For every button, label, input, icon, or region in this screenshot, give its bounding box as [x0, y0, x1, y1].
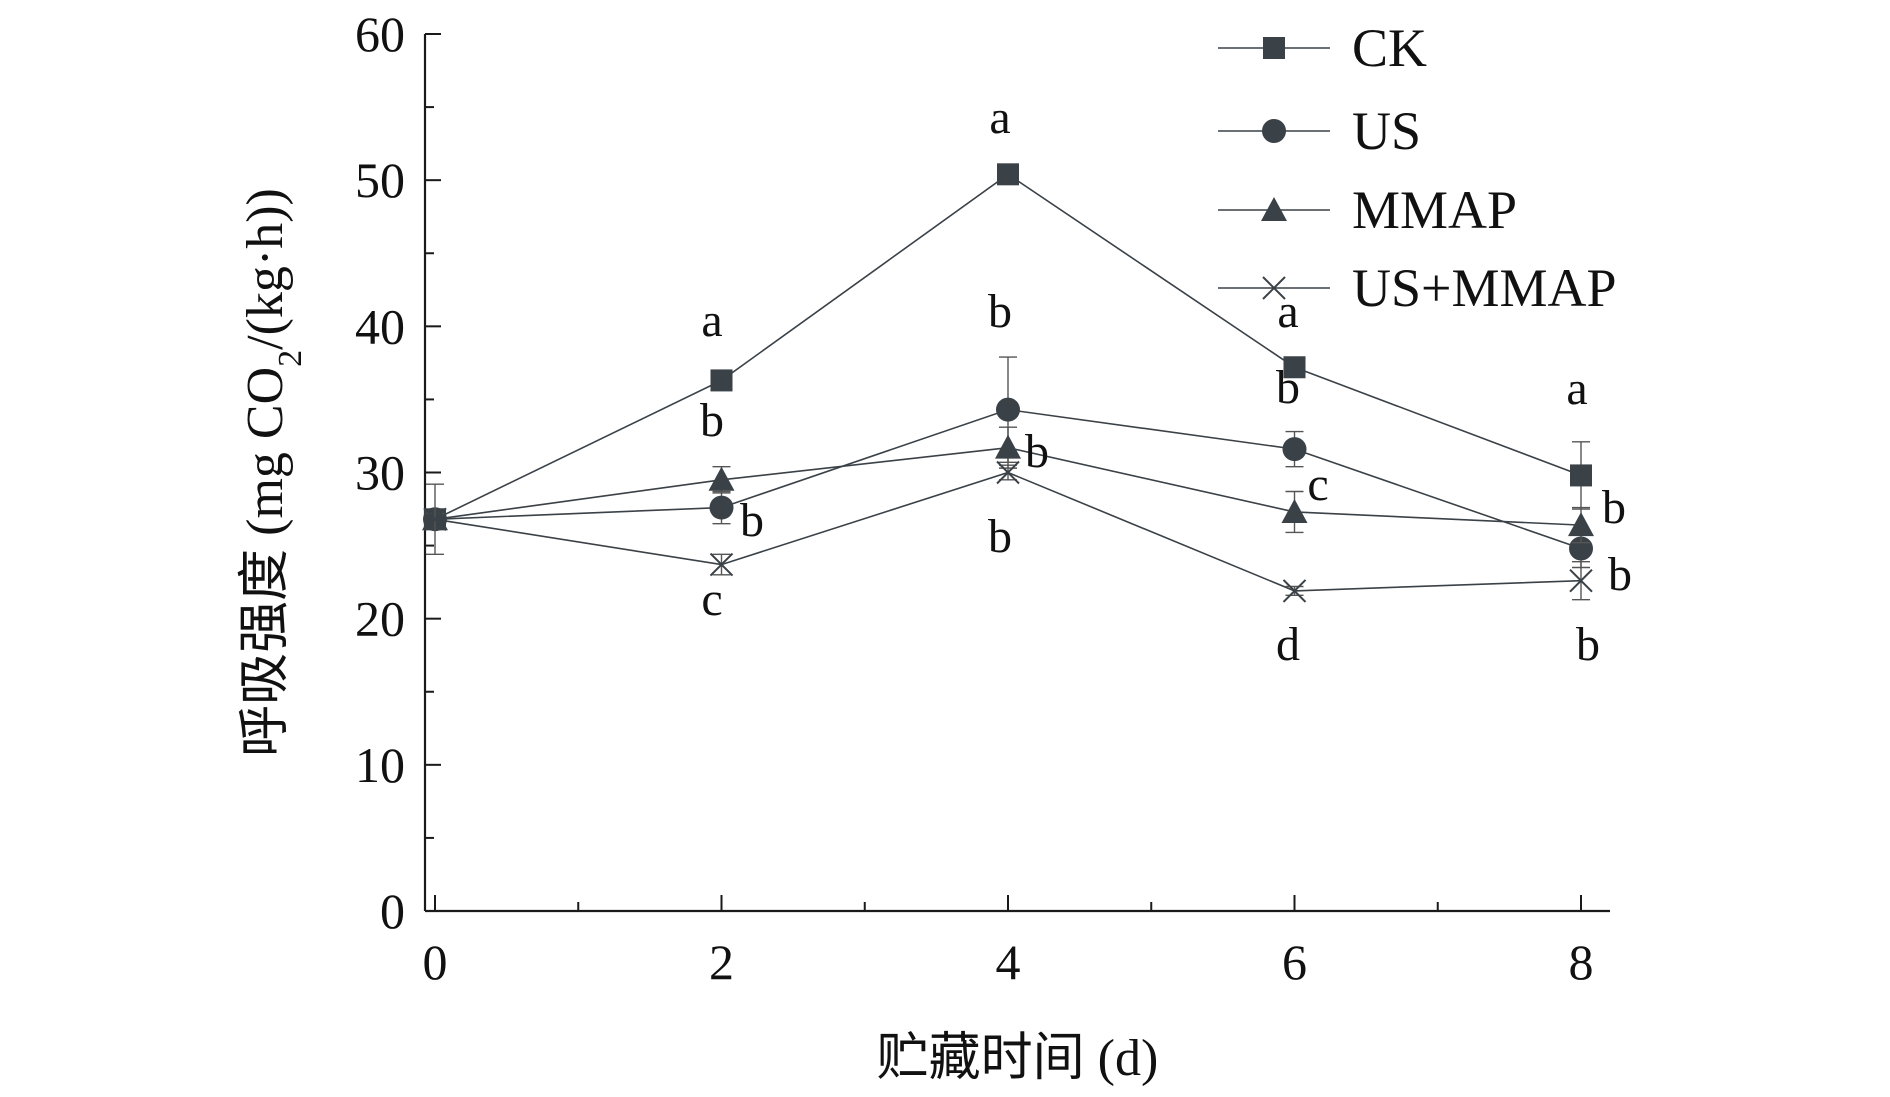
- y-axis-title-subscript: 2: [272, 350, 309, 367]
- x-tick-label: 0: [423, 934, 448, 990]
- legend-marker-us: [1262, 119, 1286, 143]
- point-us-mmap: [709, 552, 734, 577]
- y-tick-label: 10: [355, 737, 405, 793]
- point-us-mmap-stroke: [1569, 568, 1593, 593]
- letter-us-mmap: c: [701, 573, 722, 626]
- point-us-mmap-stroke: [996, 460, 1020, 485]
- point-us: [996, 397, 1020, 422]
- x-tick-label: 4: [996, 934, 1021, 990]
- y-tick-label: 40: [355, 298, 405, 354]
- letter-us-mmap: b: [988, 510, 1012, 563]
- legend-marker-us-mmap-stroke: [1262, 276, 1286, 300]
- legend-item-ck: CK: [1218, 18, 1427, 78]
- legend-label-ck: CK: [1352, 18, 1427, 78]
- point-us-mmap: [1282, 579, 1307, 603]
- letter-us: b: [1608, 548, 1632, 601]
- y-tick-label: 0: [380, 883, 405, 939]
- y-axis-title-tail: /(kg·h)): [237, 188, 294, 350]
- point-mmap: [1281, 498, 1308, 523]
- legend-label-mmap: MMAP: [1352, 180, 1517, 240]
- y-tick-label: 30: [355, 445, 405, 501]
- letter-us: b: [1276, 361, 1300, 414]
- point-us-mmap: [423, 507, 447, 531]
- point-us-mmap-stroke: [709, 552, 734, 577]
- letter-ck: a: [701, 294, 722, 347]
- point-mmap: [1568, 512, 1594, 537]
- y-tick-label: 50: [355, 152, 405, 208]
- point-us: [709, 495, 734, 520]
- letter-mmap: c: [1307, 458, 1328, 511]
- letter-mmap: b: [700, 394, 724, 447]
- legend-label-us: US: [1352, 101, 1421, 161]
- letter-ck: a: [1277, 285, 1298, 338]
- point-ck: [1570, 464, 1592, 487]
- series-us-mmap: [423, 460, 1593, 603]
- y-axis-title: 呼吸强度 (mg CO2/(kg·h)): [237, 188, 309, 757]
- legend-item-mmap: MMAP: [1218, 180, 1517, 240]
- legend-marker-us-mmap: [1262, 276, 1286, 300]
- point-mmap: [708, 466, 735, 491]
- point-us-mmap-stroke: [1282, 579, 1307, 603]
- x-axis-title: 贮藏时间 (d): [877, 1030, 1159, 1087]
- x-tick-label: 8: [1569, 934, 1594, 990]
- point-us-mmap: [996, 460, 1020, 485]
- point-mmap: [995, 434, 1021, 459]
- point-ck: [1283, 356, 1306, 379]
- legend-label-us-mmap: US+MMAP: [1352, 258, 1617, 318]
- y-tick-label: 20: [355, 591, 405, 647]
- letter-us: b: [988, 285, 1012, 338]
- legend-marker-mmap: [1261, 197, 1287, 221]
- x-tick-label: 2: [709, 934, 734, 990]
- letter-mmap: b: [1025, 425, 1049, 478]
- y-tick-label: 60: [355, 6, 405, 62]
- letter-us: b: [740, 494, 764, 547]
- x-tick-label: 6: [1282, 934, 1307, 990]
- point-ck: [710, 369, 733, 392]
- letter-mmap: b: [1602, 481, 1626, 534]
- point-ck: [997, 163, 1019, 186]
- letter-ck: a: [1566, 362, 1587, 415]
- y-axis-title-main: 呼吸强度 (mg CO: [237, 367, 294, 757]
- letter-ck: a: [989, 91, 1010, 144]
- legend-item-us: US: [1218, 101, 1421, 161]
- series-layer: [422, 163, 1594, 603]
- point-us: [1282, 437, 1307, 462]
- letter-us-mmap: b: [1576, 618, 1600, 671]
- point-us-mmap-stroke: [423, 507, 447, 531]
- letter-us-mmap: d: [1276, 618, 1300, 671]
- legend-item-us-mmap: US+MMAP: [1218, 258, 1617, 318]
- legend: CK US MMAP US+MMAP: [1218, 18, 1617, 318]
- legend-marker-ck: [1263, 37, 1285, 59]
- point-us-mmap: [1569, 568, 1593, 593]
